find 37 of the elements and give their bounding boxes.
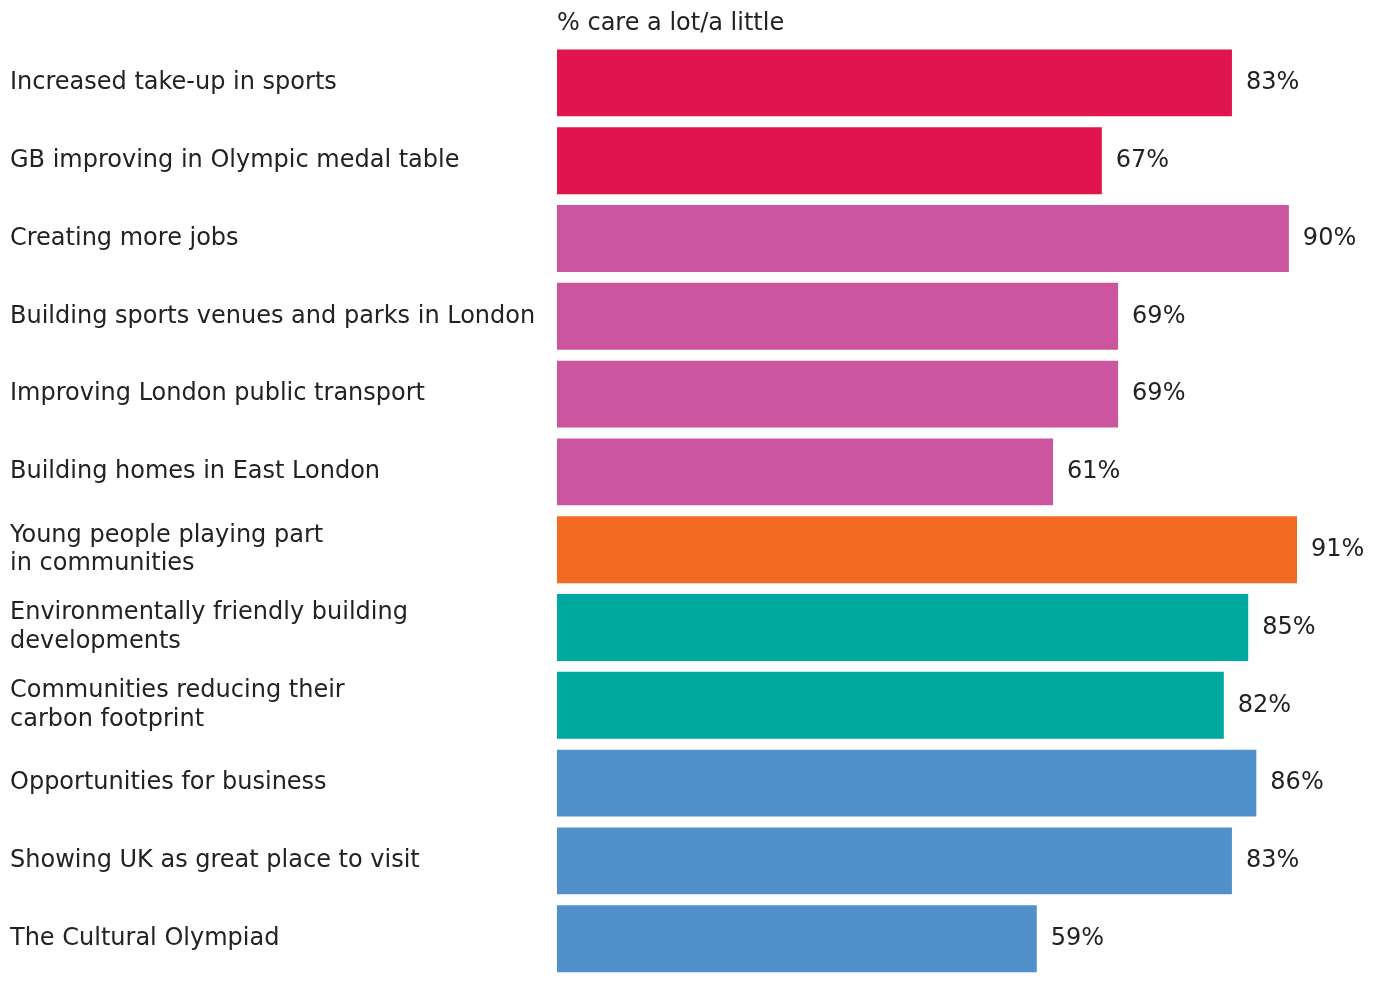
y-tick-label: Creating more jobs bbox=[10, 222, 239, 251]
y-tick-label: Showing UK as great place to visit bbox=[10, 845, 420, 874]
data-label: 85% bbox=[1262, 611, 1316, 640]
bar bbox=[557, 516, 1297, 584]
data-label: 83% bbox=[1245, 67, 1300, 96]
y-tick-label: Increased take-up in sports bbox=[10, 67, 337, 96]
data-label: 86% bbox=[1270, 767, 1324, 796]
bar bbox=[557, 127, 1102, 195]
y-tick-label: GB improving in Olympic medal table bbox=[10, 144, 460, 173]
data-label: 69% bbox=[1132, 300, 1186, 329]
data-label: 82% bbox=[1237, 689, 1292, 718]
data-label: 90% bbox=[1302, 222, 1357, 251]
data-label: 67% bbox=[1115, 144, 1170, 173]
y-tick-label: Communities reducing their carbon footprint bbox=[10, 675, 345, 732]
bar bbox=[557, 671, 1224, 739]
data-label: 91% bbox=[1311, 533, 1365, 562]
y-tick-label: Environmentally friendly building developments bbox=[10, 597, 408, 655]
bar bbox=[557, 594, 1249, 661]
bar bbox=[557, 282, 1119, 350]
data-label: 69% bbox=[1132, 378, 1186, 407]
y-tick-label: Young people playing part in communities bbox=[9, 519, 324, 577]
data-label: 59% bbox=[1050, 922, 1105, 951]
chart-title: % care a lot/a little bbox=[557, 8, 785, 36]
y-tick-label: Building homes in East London bbox=[10, 456, 381, 485]
bar bbox=[557, 360, 1119, 428]
bar bbox=[557, 827, 1232, 895]
bar bbox=[557, 205, 1289, 272]
bar bbox=[557, 438, 1054, 506]
y-tick-label: Improving London public transport bbox=[10, 378, 425, 407]
bar bbox=[557, 49, 1232, 117]
data-label: 83% bbox=[1245, 845, 1300, 874]
y-tick-label: Building sports venues and parks in London bbox=[10, 300, 536, 329]
data-label: 61% bbox=[1067, 456, 1121, 485]
bar bbox=[557, 905, 1037, 973]
bar bbox=[557, 749, 1257, 817]
y-tick-label: Opportunities for business bbox=[10, 767, 327, 796]
y-tick-label: The Cultural Olympiad bbox=[9, 922, 280, 951]
